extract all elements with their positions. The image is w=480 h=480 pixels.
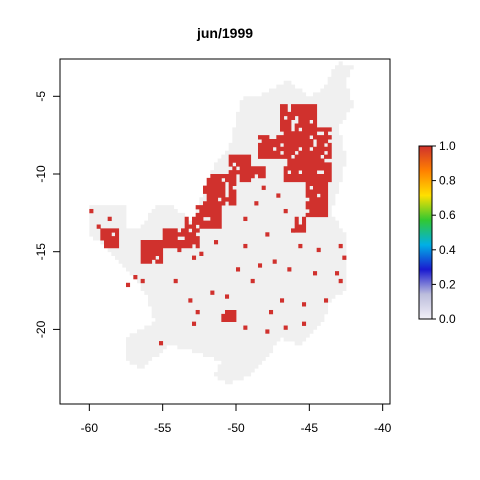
legend-tick-label: 0.4 xyxy=(439,243,456,257)
high-value-cell xyxy=(338,278,343,284)
high-value-cell xyxy=(243,325,248,330)
legend-tick-label: 0.8 xyxy=(439,174,456,188)
x-axis: -60 -55 -50 -45 -40 xyxy=(81,404,392,435)
legend-tick-label: 0.2 xyxy=(439,277,456,291)
y-tick-label: -20 xyxy=(34,320,48,338)
high-value-cell xyxy=(192,255,197,260)
high-value-cell xyxy=(265,329,270,334)
high-value-cell xyxy=(272,259,277,264)
high-value-cell xyxy=(338,243,343,249)
x-tick-label: -60 xyxy=(81,421,99,435)
legend-frame xyxy=(418,145,433,320)
high-value-cell xyxy=(236,267,241,272)
high-value-cell xyxy=(195,309,200,315)
y-tick-label: -15 xyxy=(34,243,48,261)
high-value-cell xyxy=(261,185,266,190)
y-axis: -5 -10 -15 -20 xyxy=(34,91,60,338)
high-value-cell xyxy=(265,232,270,237)
high-value-cell xyxy=(302,321,307,326)
legend-tick-label: 1.0 xyxy=(439,139,456,153)
high-value-cell xyxy=(316,247,321,253)
high-value-cell xyxy=(173,278,178,284)
high-value-cell xyxy=(89,208,94,214)
high-value-cell xyxy=(177,247,182,253)
high-value-cell xyxy=(192,321,197,326)
x-tick-label: -40 xyxy=(374,421,392,435)
plot-frame xyxy=(59,58,391,405)
high-value-cell xyxy=(283,208,288,214)
legend-tick-label: 0.0 xyxy=(439,312,456,326)
high-value-cell xyxy=(188,298,193,303)
high-value-cell xyxy=(254,201,259,206)
high-value-cell xyxy=(199,251,204,256)
high-value-cell xyxy=(291,228,296,233)
high-value-cell xyxy=(133,275,138,280)
color-legend: 0.0 0.2 0.4 0.6 0.8 1.0 xyxy=(418,139,456,326)
y-tick-label: -5 xyxy=(34,91,48,102)
high-value-cell xyxy=(298,243,303,249)
legend-tick-label: 0.6 xyxy=(439,208,456,222)
high-value-cell xyxy=(214,240,219,245)
high-value-cell xyxy=(287,267,292,272)
high-value-cell xyxy=(269,309,274,315)
high-value-cell xyxy=(335,271,340,276)
high-value-cell xyxy=(96,224,101,229)
high-value-cell xyxy=(258,263,263,268)
high-value-cell xyxy=(107,216,112,222)
chart-title: jun/1999 xyxy=(196,25,253,41)
high-value-cell xyxy=(243,216,248,222)
high-value-cell xyxy=(280,298,285,303)
high-value-cell xyxy=(283,325,288,330)
high-value-cell xyxy=(159,341,164,346)
x-tick-label: -55 xyxy=(154,421,172,435)
high-value-cell xyxy=(324,298,329,303)
high-value-cell xyxy=(276,193,281,198)
high-value-cell xyxy=(302,302,307,307)
high-value-cell xyxy=(313,271,318,276)
high-value-cell xyxy=(243,243,248,249)
legend-color-bar xyxy=(419,146,432,319)
high-value-cells xyxy=(100,104,332,323)
high-value-cell xyxy=(342,255,347,260)
high-value-cell xyxy=(210,290,215,295)
map-cells xyxy=(89,61,354,385)
x-tick-label: -45 xyxy=(301,421,319,435)
high-value-cell xyxy=(250,278,255,284)
high-value-cell xyxy=(225,294,230,299)
high-value-cell xyxy=(126,282,131,288)
y-tick-label: -10 xyxy=(34,165,48,183)
high-value-cell xyxy=(140,278,145,284)
x-tick-label: -50 xyxy=(227,421,245,435)
